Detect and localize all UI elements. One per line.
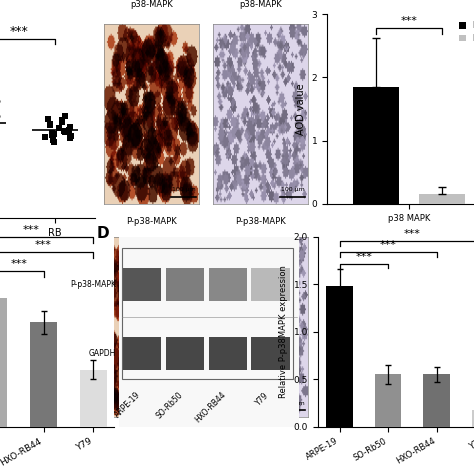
Point xyxy=(66,134,73,141)
Bar xyxy=(209,268,247,301)
Text: ***: *** xyxy=(380,240,397,250)
Bar xyxy=(123,268,161,301)
Text: RB
p38-MAPK: RB p38-MAPK xyxy=(239,0,282,9)
Text: Y79: Y79 xyxy=(254,391,271,407)
Bar xyxy=(123,337,161,370)
Point xyxy=(55,124,63,132)
Text: 100 μm: 100 μm xyxy=(281,401,304,406)
Text: SO-Rb50: SO-Rb50 xyxy=(155,391,185,420)
Y-axis label: AOD value: AOD value xyxy=(296,83,306,135)
Text: P-p38-MAPK: P-p38-MAPK xyxy=(70,280,116,289)
Point xyxy=(0,97,1,105)
Bar xyxy=(0,298,8,427)
Text: 100 μm: 100 μm xyxy=(172,401,195,406)
Point xyxy=(46,122,54,129)
Text: Normal
p38-MAPK: Normal p38-MAPK xyxy=(130,0,173,9)
Bar xyxy=(326,286,353,427)
Point xyxy=(66,123,74,131)
Bar xyxy=(375,374,401,427)
Bar xyxy=(209,337,247,370)
Text: ***: *** xyxy=(23,225,39,235)
Text: HXO-RB44: HXO-RB44 xyxy=(193,391,228,425)
Text: 100 μm: 100 μm xyxy=(172,187,195,192)
Point xyxy=(60,127,67,135)
Point xyxy=(67,132,74,140)
Point xyxy=(49,137,56,144)
Text: P-p38-MAPK: P-p38-MAPK xyxy=(235,217,286,226)
Text: 100 μm: 100 μm xyxy=(281,187,304,192)
Point xyxy=(65,126,73,134)
Bar xyxy=(353,87,399,204)
Bar xyxy=(472,410,474,427)
Bar xyxy=(419,194,465,204)
Text: ***: *** xyxy=(9,25,28,38)
Bar xyxy=(251,268,290,301)
Point xyxy=(0,112,1,120)
Text: ***: *** xyxy=(10,259,27,269)
Point xyxy=(48,131,56,139)
Text: ***: *** xyxy=(401,16,418,26)
Point xyxy=(46,120,54,128)
Point xyxy=(45,115,52,122)
Point xyxy=(48,129,56,137)
Bar xyxy=(80,370,107,427)
Legend: Normal, RB: Normal, RB xyxy=(456,18,474,46)
Point xyxy=(62,128,69,136)
Text: GAPDH: GAPDH xyxy=(89,349,116,358)
Bar xyxy=(423,374,450,427)
Point xyxy=(50,130,57,138)
Text: P-p38-MAPK: P-p38-MAPK xyxy=(126,217,177,226)
Y-axis label: Relative P-p38MAPK expression: Relative P-p38MAPK expression xyxy=(279,265,288,398)
Point xyxy=(41,133,49,140)
Bar xyxy=(166,337,204,370)
Point xyxy=(61,112,69,120)
Bar xyxy=(30,322,57,427)
Bar xyxy=(122,248,293,379)
Text: D: D xyxy=(97,226,109,241)
Point xyxy=(58,118,65,126)
Text: ***: *** xyxy=(404,229,421,239)
Point xyxy=(50,138,58,146)
Point xyxy=(59,117,66,124)
Text: ***: *** xyxy=(35,240,52,250)
Text: ARPE-19: ARPE-19 xyxy=(113,391,142,419)
Bar xyxy=(166,268,204,301)
Text: ***: *** xyxy=(356,252,372,262)
Bar xyxy=(251,337,290,370)
Point xyxy=(49,135,56,142)
